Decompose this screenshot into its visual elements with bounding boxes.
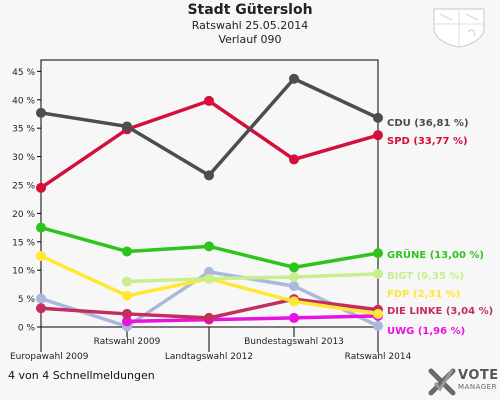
- series-label-fdp: FDP (2,31 %): [387, 289, 460, 300]
- data-point-cdu: [204, 170, 214, 181]
- data-point-gr-ne: [289, 262, 299, 273]
- chart-header: Stadt Gütersloh Ratswahl 25.05.2014 Verl…: [0, 2, 500, 47]
- logo-text-manager: MANAGER: [458, 383, 497, 391]
- x-tick-label: Landtagswahl 2012: [165, 352, 253, 362]
- data-point-gr-ne: [373, 248, 383, 259]
- data-point-piraten: [289, 281, 299, 292]
- data-point-gr-ne: [122, 246, 132, 257]
- data-point-spd: [289, 154, 299, 165]
- coat-of-arms-icon: [430, 6, 488, 52]
- y-tick-label: 0 %: [18, 324, 36, 334]
- footer-note: 4 von 4 Schnellmeldungen: [8, 369, 155, 382]
- y-tick-label: 10 %: [12, 267, 35, 277]
- series-label-spd: SPD (33,77 %): [387, 136, 468, 147]
- x-tick-label: Ratswahl 2014: [345, 352, 412, 362]
- data-point-die-linke: [122, 308, 132, 319]
- y-tick-label: 5 %: [18, 295, 36, 305]
- series-label-bigt: BIGT (9,35 %): [387, 271, 464, 282]
- checkmark-x-icon: [428, 368, 456, 396]
- series-label-gr-ne: GRÜNE (13,00 %): [387, 247, 484, 261]
- data-point-uwg: [289, 312, 299, 323]
- data-point-spd: [204, 95, 214, 106]
- y-tick-label: 25 %: [12, 181, 35, 191]
- data-point-fdp: [122, 290, 132, 301]
- data-point-cdu: [36, 107, 46, 118]
- chart-title: Stadt Gütersloh: [187, 2, 313, 18]
- data-point-bigt: [373, 268, 383, 279]
- x-tick-label: Bundestagswahl 2013: [244, 337, 344, 347]
- y-tick-label: 30 %: [12, 153, 35, 163]
- data-point-fdp: [289, 296, 299, 307]
- y-tick-label: 45 %: [12, 68, 35, 78]
- data-point-cdu: [289, 73, 299, 84]
- data-point-spd: [36, 182, 46, 193]
- data-point-uwg: [122, 316, 132, 327]
- y-tick-label: 35 %: [12, 125, 35, 135]
- series-line-cdu: [40, 76, 379, 178]
- x-tick-label: Europawahl 2009: [10, 352, 89, 362]
- data-point-piraten: [36, 293, 46, 304]
- vote-manager-logo: VOTE MANAGER: [428, 362, 498, 398]
- chart-subtitle: Ratswahl 25.05.2014: [191, 19, 309, 32]
- y-tick-label: 20 %: [12, 210, 35, 220]
- data-point-die-linke: [204, 312, 214, 323]
- data-point-bigt: [122, 276, 132, 287]
- series-label-cdu: CDU (36,81 %): [387, 118, 469, 129]
- series-label-die-linke: DIE LINKE (3,04 %): [387, 306, 493, 317]
- series-label-uwg: UWG (1,96 %): [387, 326, 465, 337]
- series-line-fdp: [40, 254, 379, 316]
- data-point-spd: [373, 130, 383, 141]
- data-point-die-linke: [36, 303, 46, 314]
- series-line-bigt: [126, 272, 379, 284]
- data-point-gr-ne: [204, 241, 214, 252]
- chart-subtitle-2: Verlauf 090: [218, 33, 282, 46]
- logo-text-vote: VOTE: [458, 368, 499, 383]
- data-point-bigt: [289, 272, 299, 283]
- series-line-uwg: [126, 314, 379, 324]
- data-point-cdu: [373, 112, 383, 123]
- y-tick-label: 40 %: [12, 96, 35, 106]
- y-tick-label: 15 %: [12, 238, 35, 248]
- data-point-piraten: [373, 320, 383, 331]
- data-point-gr-ne: [36, 222, 46, 233]
- data-point-fdp: [373, 308, 383, 319]
- data-point-bigt: [204, 273, 214, 284]
- x-tick-label: Ratswahl 2009: [94, 337, 161, 347]
- data-point-cdu: [122, 121, 132, 132]
- data-point-fdp: [36, 250, 46, 261]
